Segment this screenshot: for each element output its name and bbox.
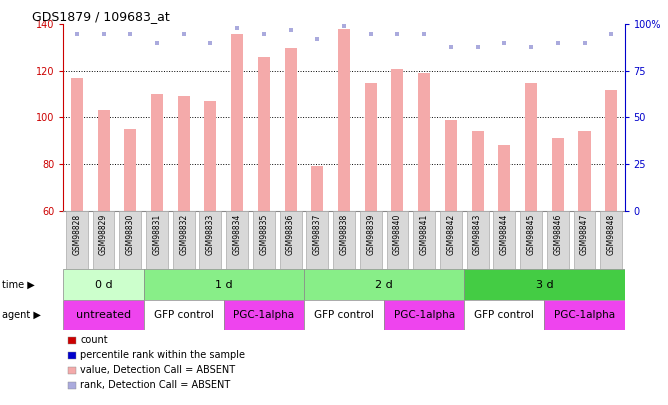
Text: GDS1879 / 109683_at: GDS1879 / 109683_at — [32, 10, 170, 23]
Text: GSM98833: GSM98833 — [206, 213, 215, 255]
Text: GSM98844: GSM98844 — [500, 213, 509, 255]
Bar — [494, 211, 515, 269]
Text: GSM98839: GSM98839 — [366, 213, 375, 255]
Bar — [68, 352, 76, 359]
Text: GFP control: GFP control — [474, 310, 534, 320]
Bar — [224, 300, 304, 330]
Text: 0 d: 0 d — [95, 279, 112, 290]
Text: rank, Detection Call = ABSENT: rank, Detection Call = ABSENT — [80, 380, 230, 390]
Bar — [418, 73, 430, 211]
Bar — [231, 34, 243, 211]
Bar — [304, 300, 384, 330]
Text: PGC-1alpha: PGC-1alpha — [393, 310, 455, 320]
Text: GSM98846: GSM98846 — [553, 213, 562, 255]
Bar — [440, 211, 462, 269]
Text: GSM98843: GSM98843 — [473, 213, 482, 255]
Text: GSM98837: GSM98837 — [313, 213, 322, 255]
Bar — [71, 78, 83, 211]
Bar — [144, 300, 224, 330]
Bar — [311, 166, 323, 211]
Bar — [146, 211, 168, 269]
Bar — [258, 57, 270, 211]
Bar — [391, 68, 403, 211]
Text: GSM98830: GSM98830 — [126, 213, 135, 255]
Bar — [204, 101, 216, 211]
Bar — [472, 131, 484, 211]
Text: count: count — [80, 335, 108, 345]
Bar — [124, 129, 136, 211]
Bar — [178, 96, 190, 211]
Bar — [120, 211, 141, 269]
Bar — [66, 211, 88, 269]
Bar — [285, 47, 297, 211]
Text: 1 d: 1 d — [215, 279, 232, 290]
Text: GFP control: GFP control — [154, 310, 214, 320]
Bar — [68, 382, 76, 389]
Bar — [365, 83, 377, 211]
Text: GFP control: GFP control — [314, 310, 374, 320]
Text: time ▶: time ▶ — [2, 279, 35, 290]
Text: GSM98847: GSM98847 — [580, 213, 589, 255]
Bar — [413, 211, 435, 269]
Bar — [544, 300, 625, 330]
Bar — [173, 211, 194, 269]
Bar — [226, 211, 248, 269]
Text: GSM98838: GSM98838 — [339, 213, 349, 255]
Bar — [333, 211, 355, 269]
Bar — [578, 131, 591, 211]
Text: GSM98836: GSM98836 — [286, 213, 295, 255]
Bar — [63, 300, 144, 330]
Bar — [93, 211, 114, 269]
Bar — [151, 94, 163, 211]
Text: 3 d: 3 d — [536, 279, 553, 290]
Bar — [387, 211, 408, 269]
Text: GSM98840: GSM98840 — [393, 213, 402, 255]
Text: GSM98832: GSM98832 — [179, 213, 188, 255]
Text: GSM98845: GSM98845 — [526, 213, 536, 255]
Bar — [253, 211, 275, 269]
Bar — [467, 211, 488, 269]
Bar — [384, 300, 464, 330]
Bar — [338, 29, 350, 211]
Bar — [520, 211, 542, 269]
Text: GSM98835: GSM98835 — [259, 213, 269, 255]
Text: GSM98828: GSM98828 — [72, 213, 81, 255]
Text: GSM98831: GSM98831 — [152, 213, 162, 255]
Text: agent ▶: agent ▶ — [2, 310, 41, 320]
Bar — [307, 211, 328, 269]
Bar — [360, 211, 381, 269]
Bar — [200, 211, 221, 269]
Bar — [98, 111, 110, 211]
Text: GSM98829: GSM98829 — [99, 213, 108, 255]
Bar — [601, 211, 622, 269]
Text: percentile rank within the sample: percentile rank within the sample — [80, 350, 245, 360]
Bar — [464, 269, 625, 300]
Bar — [445, 120, 457, 211]
Bar — [574, 211, 595, 269]
Bar — [498, 145, 510, 211]
Bar — [547, 211, 568, 269]
Bar — [68, 337, 76, 344]
Bar — [525, 83, 537, 211]
Bar — [304, 269, 464, 300]
Text: GSM98848: GSM98848 — [607, 213, 616, 255]
Text: GSM98834: GSM98834 — [232, 213, 242, 255]
Text: GSM98842: GSM98842 — [446, 213, 456, 255]
Text: PGC-1alpha: PGC-1alpha — [233, 310, 295, 320]
Bar — [464, 300, 544, 330]
Bar — [280, 211, 301, 269]
Text: PGC-1alpha: PGC-1alpha — [554, 310, 615, 320]
Text: 2 d: 2 d — [375, 279, 393, 290]
Bar — [63, 269, 144, 300]
Text: value, Detection Call = ABSENT: value, Detection Call = ABSENT — [80, 365, 235, 375]
Bar — [68, 367, 76, 374]
Bar — [144, 269, 304, 300]
Bar — [552, 139, 564, 211]
Text: GSM98841: GSM98841 — [420, 213, 429, 255]
Bar — [605, 90, 617, 211]
Text: untreated: untreated — [76, 310, 131, 320]
